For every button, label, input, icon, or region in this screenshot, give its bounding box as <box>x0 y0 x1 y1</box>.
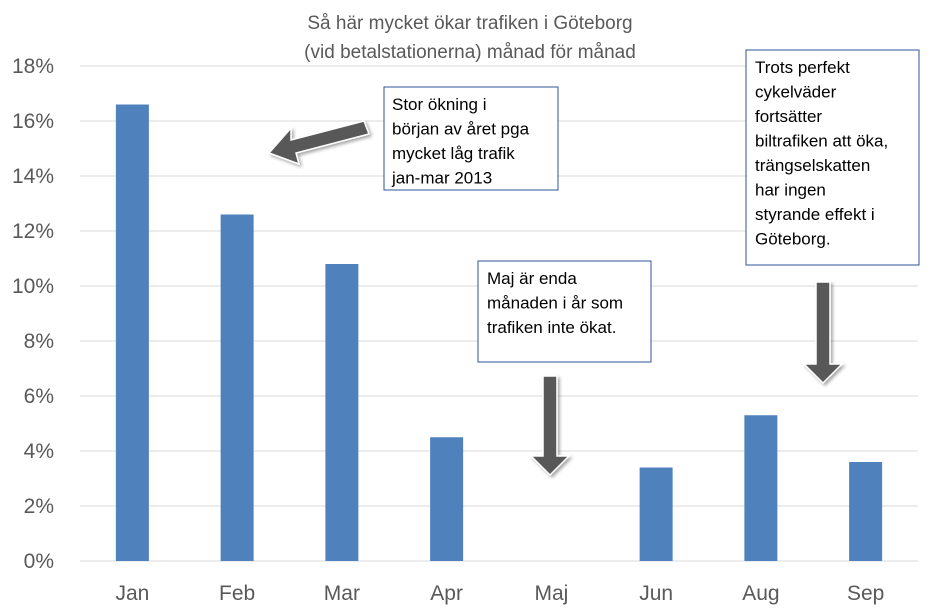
bar-apr <box>430 437 464 561</box>
annotation-line: månaden i år som <box>487 294 623 313</box>
chart-title: Så här mycket ökar trafiken i Göteborg (v… <box>304 13 636 63</box>
y-tick-label: 4% <box>24 440 54 463</box>
x-tick-label: Apr <box>430 582 463 605</box>
bar-feb <box>220 214 254 561</box>
y-tick-label: 6% <box>24 385 54 408</box>
annotation-box-may <box>477 260 652 363</box>
x-tick-label: Sep <box>847 582 884 605</box>
y-tick-label: 16% <box>12 110 54 133</box>
annotation-line: Maj är enda <box>487 269 577 288</box>
arrow-left-icon <box>267 120 371 166</box>
bar-jan <box>115 104 149 561</box>
y-tick-label: 10% <box>12 275 54 298</box>
y-tick-label: 12% <box>12 220 54 243</box>
annotation-line: början av året pga <box>392 120 530 139</box>
x-tick-label: Jan <box>115 582 149 605</box>
annotation-line: Stor ökning i <box>392 95 487 114</box>
x-tick-label: Maj <box>534 582 568 605</box>
annotation-line: fortsätter <box>755 107 822 126</box>
annotation-line: biltrafiken att öka, <box>755 132 888 151</box>
annotation-early-year: Stor ökning i början av året pga mycket lå… <box>267 86 559 191</box>
bars <box>115 104 883 561</box>
arrow-down-icon <box>529 375 571 477</box>
annotation-box-cycling <box>745 49 920 266</box>
y-tick-label: 8% <box>24 330 54 353</box>
annotation-line: har ingen <box>755 181 826 200</box>
y-tick-label: 2% <box>24 495 54 518</box>
annotation-text-cycling: Trots perfekt cykelväder fortsätter biltraf… <box>755 58 888 249</box>
annotation-line: trängselskatten <box>755 156 870 175</box>
x-tick-label: Aug <box>742 582 779 605</box>
bar-mar <box>325 264 359 561</box>
annotation-may: Maj är enda månaden i år som trafiken inte… <box>477 260 652 477</box>
bar-sep <box>849 462 883 561</box>
y-tick-label: 0% <box>24 550 54 573</box>
x-tick-label: Mar <box>324 582 360 605</box>
arrow-down-icon <box>802 281 844 385</box>
annotation-cycling: Trots perfekt cykelväder fortsätter biltraf… <box>745 49 920 385</box>
y-tick-label: 14% <box>12 165 54 188</box>
annotation-line: jan-mar 2013 <box>391 169 492 188</box>
x-axis-category-labels: Jan Feb Mar Apr Maj Jun Aug Sep <box>115 582 884 605</box>
annotation-box-early-year <box>383 86 559 191</box>
annotation-line: trafiken inte ökat. <box>487 318 616 337</box>
annotation-line: Göteborg. <box>755 230 831 249</box>
chart-title-line: (vid betalstationerna) månad för månad <box>304 42 636 63</box>
x-tick-label: Feb <box>219 582 255 605</box>
x-tick-label: Jun <box>639 582 673 605</box>
chart-title-line: Så här mycket ökar trafiken i Göteborg <box>307 13 632 34</box>
bar-jun <box>639 467 673 561</box>
annotation-line: Trots perfekt <box>755 58 850 77</box>
annotation-text-early-year: Stor ökning i början av året pga mycket lå… <box>391 95 530 188</box>
annotation-line: styrande effekt i <box>755 205 875 224</box>
annotation-line: cykelväder <box>755 83 837 102</box>
annotation-text-may: Maj är enda månaden i år som trafiken inte… <box>487 269 623 337</box>
y-tick-label: 18% <box>12 55 54 78</box>
annotation-line: mycket låg trafik <box>392 144 515 163</box>
bar-aug <box>744 415 778 561</box>
y-axis-tick-labels: 0% 2% 4% 6% 8% 10% 12% 14% 16% 18% <box>12 55 54 573</box>
